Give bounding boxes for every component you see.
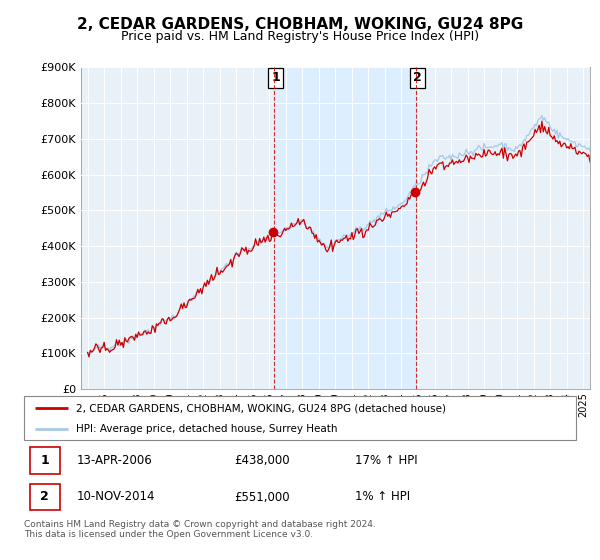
FancyBboxPatch shape <box>24 396 576 440</box>
Text: HPI: Average price, detached house, Surrey Heath: HPI: Average price, detached house, Surr… <box>76 424 338 433</box>
FancyBboxPatch shape <box>29 484 60 510</box>
Text: 2, CEDAR GARDENS, CHOBHAM, WOKING, GU24 8PG: 2, CEDAR GARDENS, CHOBHAM, WOKING, GU24 … <box>77 17 523 32</box>
Bar <box>274 67 416 389</box>
Text: 2: 2 <box>40 491 49 503</box>
Text: Price paid vs. HM Land Registry's House Price Index (HPI): Price paid vs. HM Land Registry's House … <box>121 30 479 43</box>
Text: 2, CEDAR GARDENS, CHOBHAM, WOKING, GU24 8PG (detached house): 2, CEDAR GARDENS, CHOBHAM, WOKING, GU24 … <box>76 403 446 413</box>
Text: 2: 2 <box>413 72 422 85</box>
Text: £438,000: £438,000 <box>234 454 289 467</box>
Text: Contains HM Land Registry data © Crown copyright and database right 2024.
This d: Contains HM Land Registry data © Crown c… <box>24 520 376 539</box>
Text: 17% ↑ HPI: 17% ↑ HPI <box>355 454 418 467</box>
Text: 1: 1 <box>40 454 49 467</box>
Text: 13-APR-2006: 13-APR-2006 <box>76 454 152 467</box>
Text: 1: 1 <box>271 72 280 85</box>
Text: 1% ↑ HPI: 1% ↑ HPI <box>355 491 410 503</box>
FancyBboxPatch shape <box>29 447 60 474</box>
Text: 10-NOV-2014: 10-NOV-2014 <box>76 491 155 503</box>
Text: £551,000: £551,000 <box>234 491 289 503</box>
